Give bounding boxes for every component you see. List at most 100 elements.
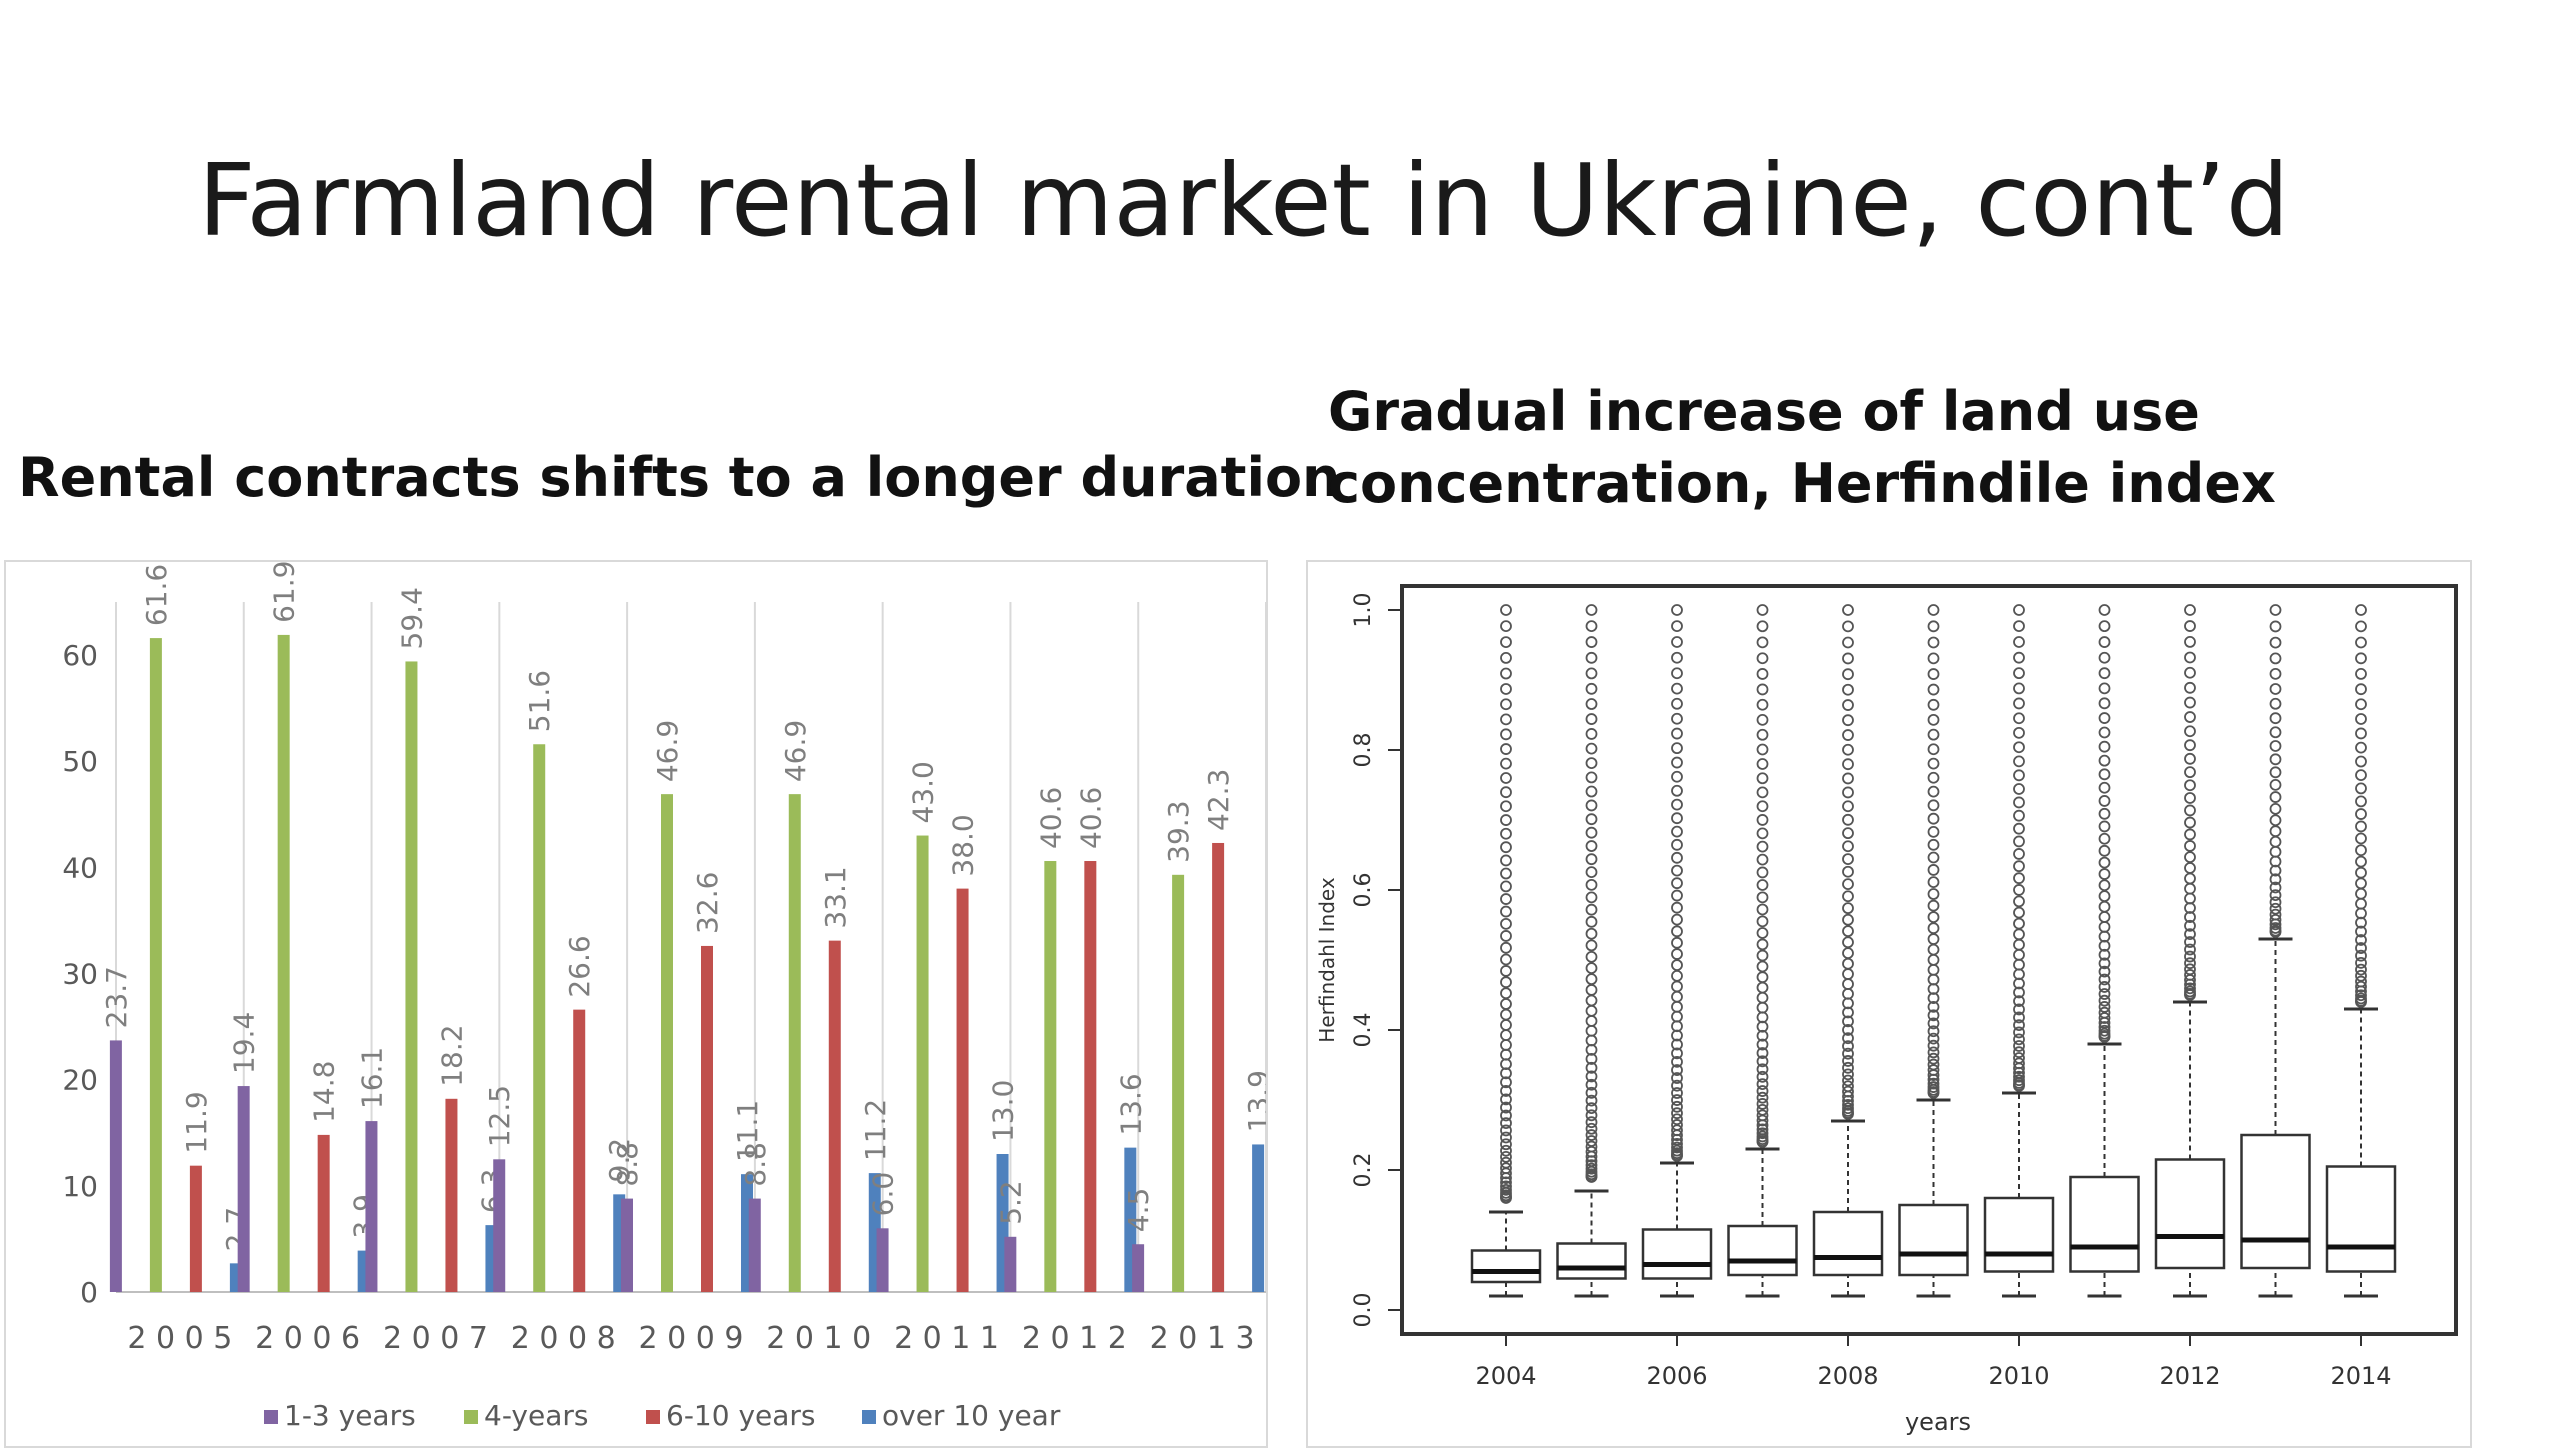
outlier-point — [2269, 697, 2282, 710]
box-2008 — [1812, 604, 1884, 1298]
outlier-point — [1842, 668, 1854, 681]
data-label: 8.8 — [611, 1142, 644, 1187]
outlier-point — [1756, 1070, 1769, 1083]
outlier-point — [2184, 739, 2196, 752]
outlier-point — [2098, 712, 2111, 724]
outlier-point — [1585, 799, 1598, 812]
outlier-point — [2184, 936, 2196, 948]
outlier-point — [1927, 992, 1940, 1004]
outlier-point — [1585, 927, 1598, 940]
outlier-point — [2098, 832, 2111, 845]
outlier-point — [2184, 725, 2196, 738]
outlier-point — [1927, 652, 1940, 665]
outlier-point — [1756, 786, 1769, 799]
data-label: 9.2 — [603, 1138, 636, 1183]
outlier-point — [1842, 636, 1854, 649]
outlier-point — [1500, 965, 1512, 977]
outlier-point — [1927, 1009, 1940, 1022]
outlier-point — [2184, 969, 2196, 981]
outlier-point — [2269, 873, 2282, 886]
bar — [748, 1198, 761, 1292]
outlier-point — [1756, 1055, 1769, 1068]
outlier-point — [1500, 1029, 1512, 1042]
outlier-point — [1671, 913, 1683, 926]
outlier-point — [1756, 1078, 1769, 1091]
outlier-point — [1585, 651, 1598, 664]
outlier-point — [2355, 683, 2367, 696]
outlier-point — [2355, 820, 2367, 833]
outlier-point — [1500, 1008, 1512, 1021]
outlier-point — [2184, 851, 2196, 864]
outlier-point — [2013, 860, 2025, 873]
outlier-point — [1500, 953, 1512, 966]
outlier-point — [2355, 934, 2367, 946]
bar — [701, 945, 713, 1292]
outlier-point — [1927, 1046, 1940, 1059]
outlier-point — [1585, 962, 1598, 975]
outlier-point — [1585, 1135, 1598, 1147]
bar — [405, 661, 418, 1292]
bar — [149, 638, 162, 1292]
outlier-point — [1500, 867, 1512, 880]
outlier-point — [2098, 965, 2111, 978]
outlier-point — [1842, 890, 1854, 903]
outlier-point — [2098, 781, 2111, 794]
outlier-point — [2184, 882, 2196, 895]
outlier-point — [2098, 726, 2111, 739]
outlier-point — [1500, 841, 1512, 854]
y-tick-label: 10 — [62, 1170, 98, 1203]
bar — [1044, 861, 1057, 1292]
bar — [916, 835, 929, 1292]
outlier-point — [2013, 809, 2025, 822]
outlier-point — [1842, 683, 1854, 696]
outlier-point — [2184, 752, 2196, 765]
outlier-point — [1500, 1085, 1512, 1097]
iqr-box — [2240, 1133, 2311, 1270]
outlier-point — [1756, 971, 1769, 984]
outlier-point — [1842, 1102, 1854, 1115]
y-tick-label: 50 — [62, 745, 98, 778]
outlier-point — [1927, 838, 1940, 851]
outlier-point — [1842, 772, 1854, 785]
outlier-point — [2269, 881, 2282, 894]
outlier-point — [1585, 785, 1598, 798]
outlier-point — [1671, 1094, 1683, 1106]
outlier-point — [1671, 1137, 1683, 1150]
data-label: 18.2 — [435, 1024, 468, 1086]
outlier-point — [1927, 888, 1940, 900]
outlier-point — [1756, 927, 1769, 939]
outlier-point — [2355, 989, 2367, 1002]
x-tick-label: 2012 — [2159, 1362, 2220, 1390]
x-tick-label: 2014 — [2330, 1362, 2391, 1390]
outlier-point — [2355, 782, 2367, 795]
legend-swatch — [264, 1410, 278, 1424]
outlier-point — [1756, 800, 1769, 813]
legend-swatch — [464, 1410, 478, 1424]
outlier-point — [1500, 636, 1512, 649]
outlier-point — [2355, 727, 2367, 740]
outlier-point — [1585, 903, 1598, 916]
outlier-point — [2269, 922, 2282, 934]
outlier-point — [2269, 835, 2282, 848]
outlier-point — [1756, 949, 1769, 962]
outlier-point — [1842, 968, 1854, 980]
outlier-point — [1927, 1077, 1940, 1090]
iqr-box — [1641, 1228, 1713, 1280]
outlier-point — [2355, 992, 2367, 1005]
outlier-point — [1671, 798, 1683, 811]
outlier-point — [2098, 667, 2111, 680]
data-label: 26.6 — [563, 935, 596, 997]
outlier-point — [1756, 713, 1769, 726]
data-label: 39.3 — [1162, 800, 1195, 862]
outlier-point — [2184, 840, 2196, 852]
x-tick-label: 2008 — [1817, 1362, 1878, 1390]
outlier-point — [1927, 943, 1940, 956]
outlier-point — [2355, 741, 2367, 754]
outlier-point — [1842, 987, 1854, 1000]
outlier-point — [1756, 1103, 1769, 1116]
data-label: 42.3 — [1202, 769, 1235, 831]
outlier-point — [1756, 960, 1769, 973]
legend-label: 6-10 years — [666, 1399, 816, 1432]
outlier-point — [1500, 728, 1512, 741]
